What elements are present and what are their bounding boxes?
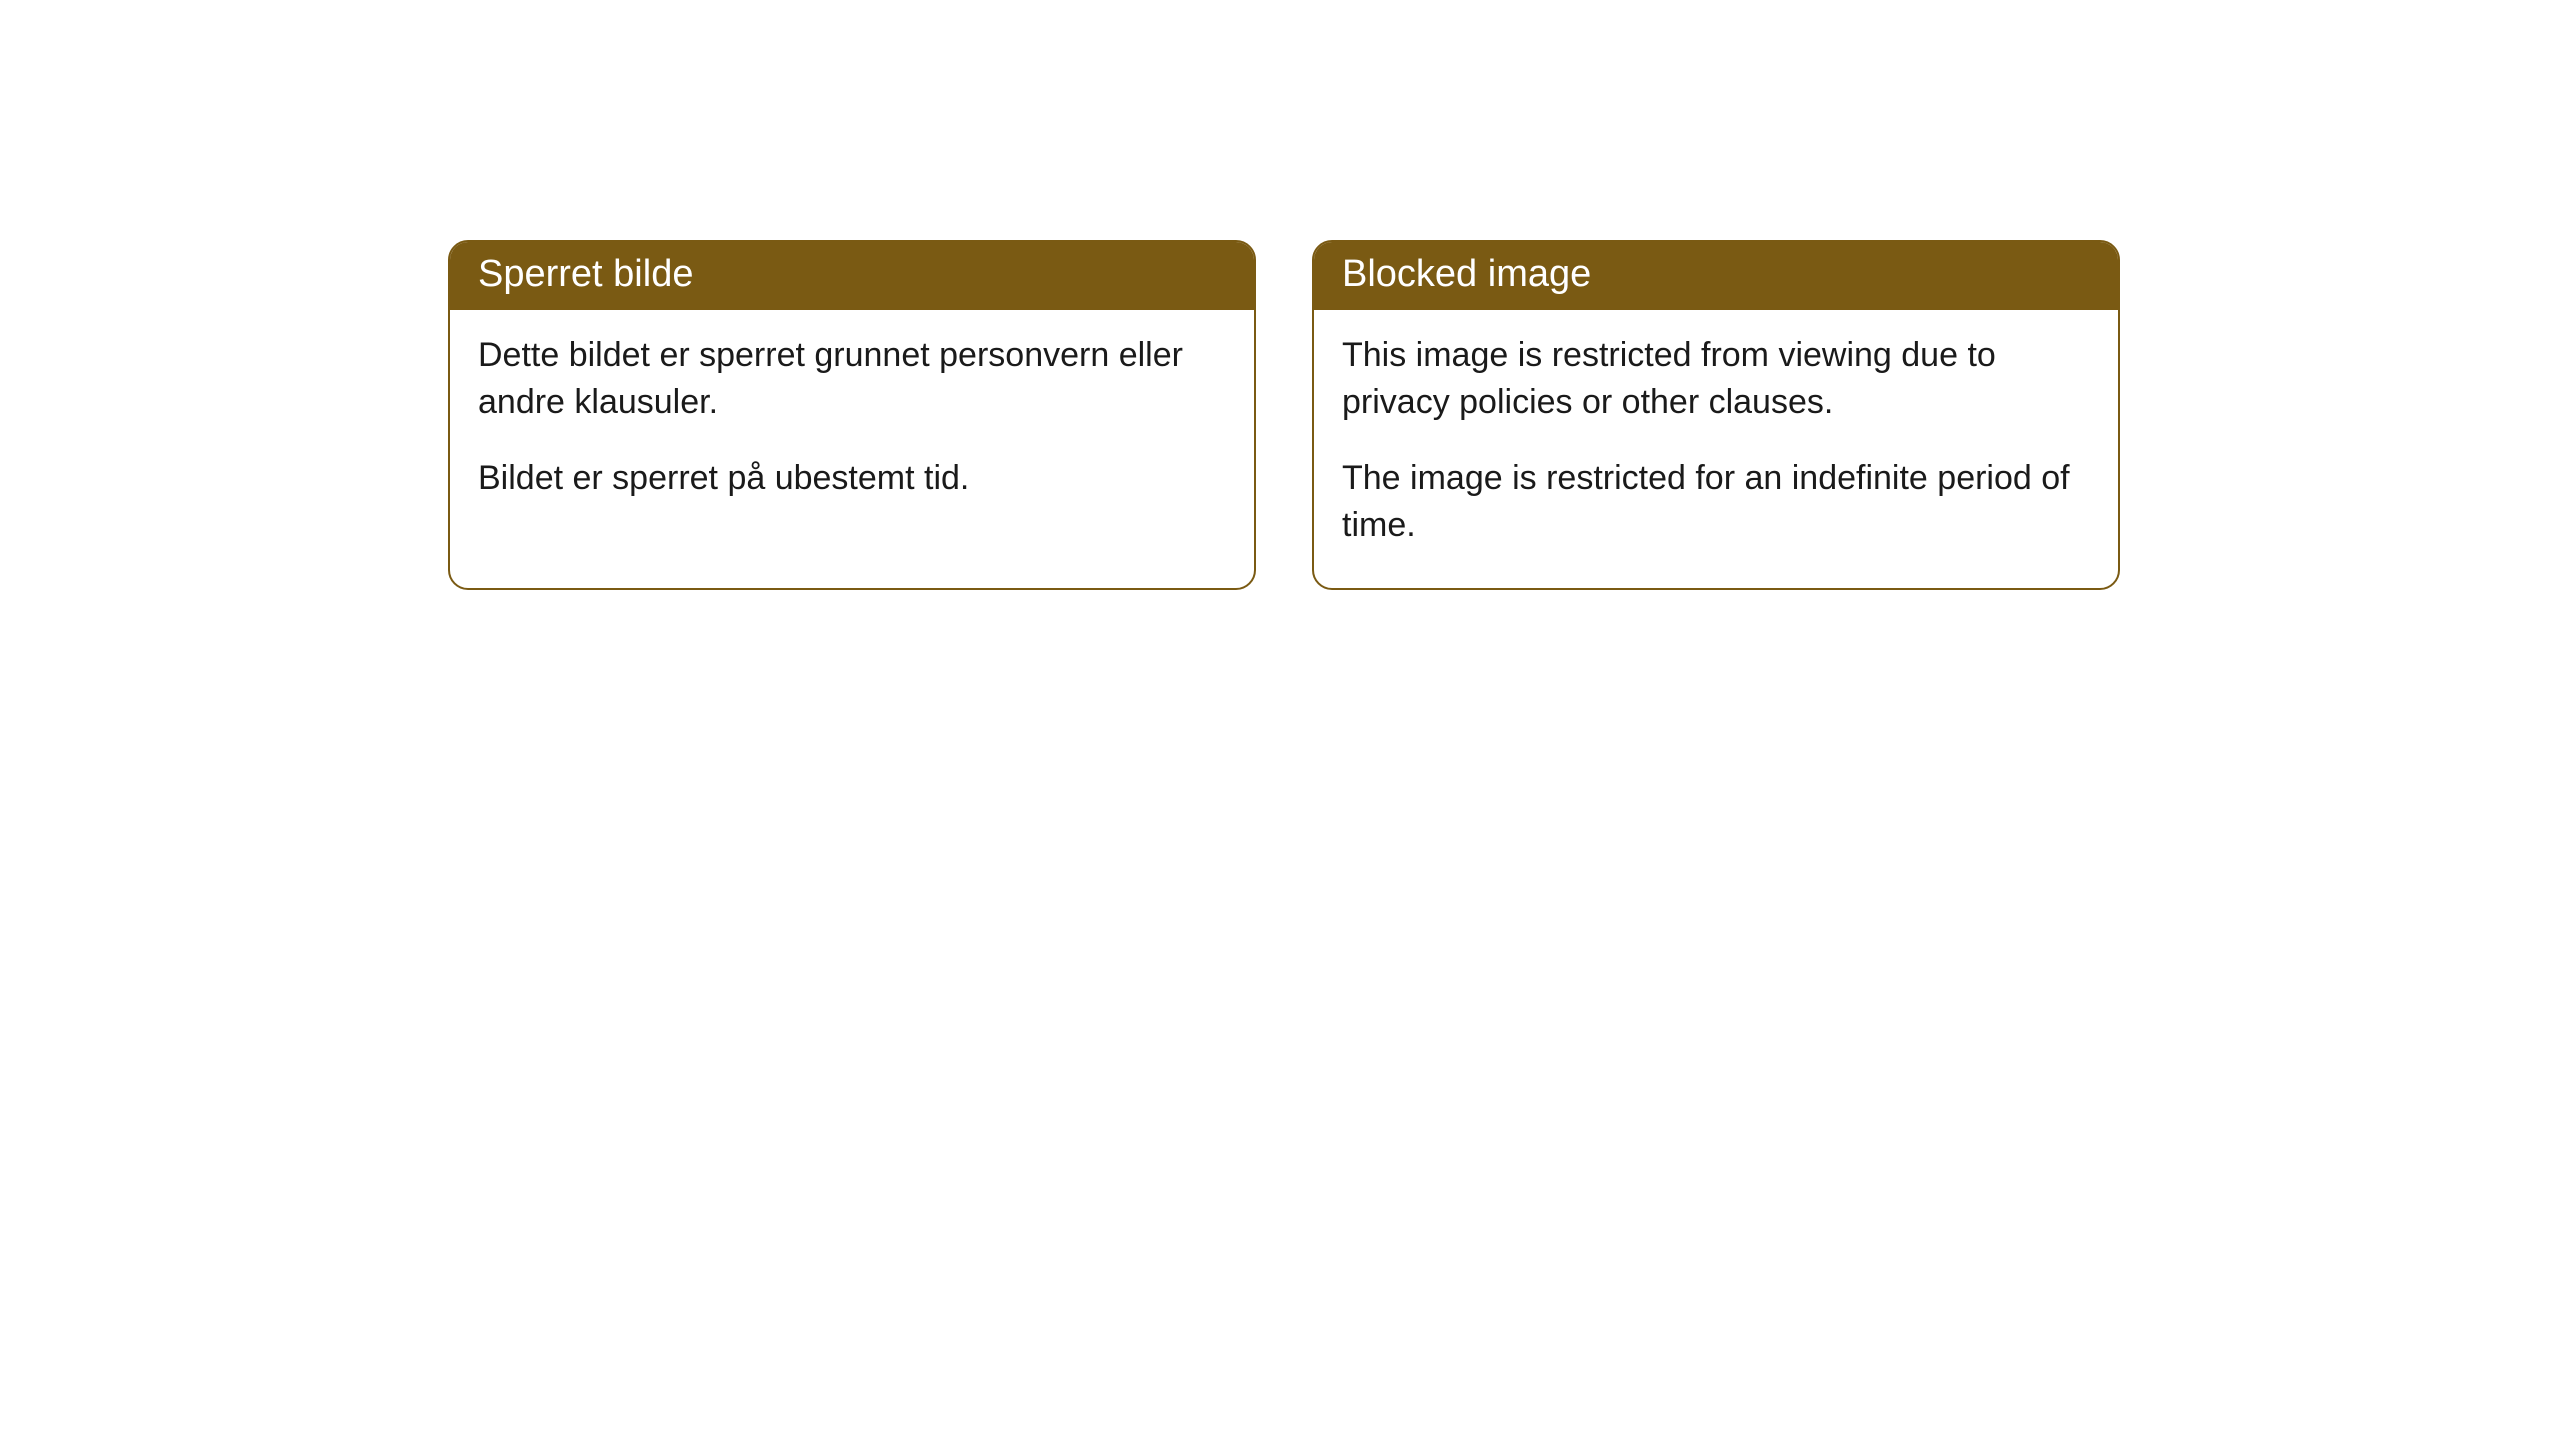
notice-paragraph: The image is restricted for an indefinit… <box>1342 455 2090 550</box>
card-header: Sperret bilde <box>450 242 1254 310</box>
card-body: Dette bildet er sperret grunnet personve… <box>450 310 1254 541</box>
notice-paragraph: Dette bildet er sperret grunnet personve… <box>478 332 1226 427</box>
notice-paragraph: Bildet er sperret på ubestemt tid. <box>478 455 1226 503</box>
card-body: This image is restricted from viewing du… <box>1314 310 2118 588</box>
notice-card-norwegian: Sperret bilde Dette bildet er sperret gr… <box>448 240 1256 590</box>
notice-container: Sperret bilde Dette bildet er sperret gr… <box>448 240 2120 590</box>
notice-paragraph: This image is restricted from viewing du… <box>1342 332 2090 427</box>
card-header: Blocked image <box>1314 242 2118 310</box>
notice-card-english: Blocked image This image is restricted f… <box>1312 240 2120 590</box>
